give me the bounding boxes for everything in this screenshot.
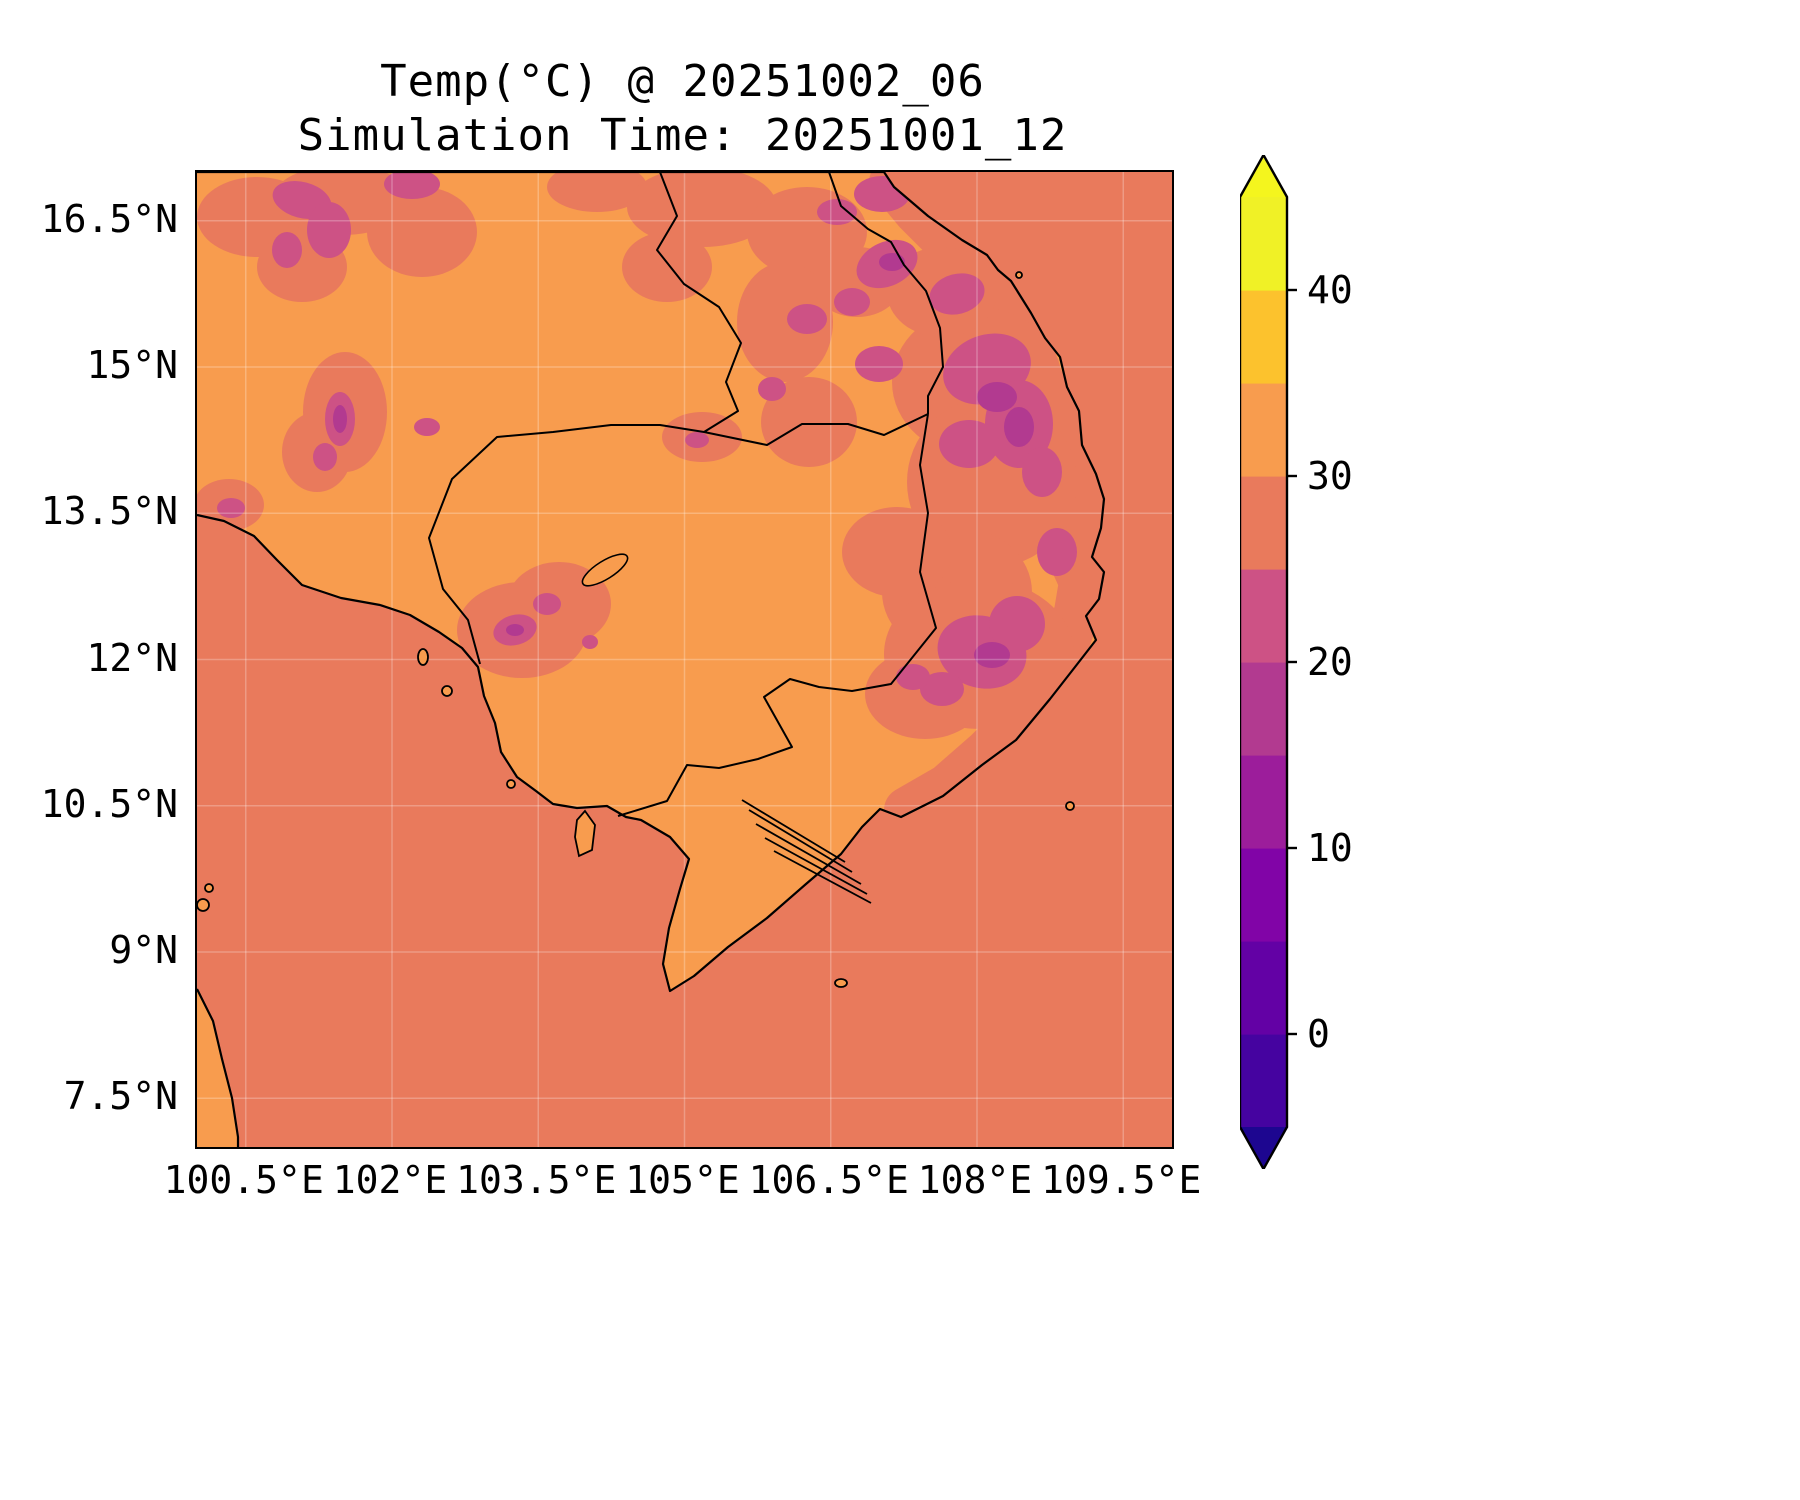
temp-patches-15-20: [333, 253, 1034, 668]
island: [1015, 271, 1023, 279]
plot-title: Temp(°C) @ 20251002_06: [380, 56, 985, 107]
border-thailand-laos-cambodia: [428, 172, 742, 665]
x-tick-label: 109.5°E: [1041, 1158, 1202, 1202]
colorbar-tick-label: 10: [1307, 826, 1353, 870]
colorbar-band: [1240, 383, 1287, 477]
y-tick-label: 9°N: [109, 928, 178, 972]
border-laos-vietnam: [828, 172, 944, 414]
colorbar-band: [1240, 848, 1287, 942]
y-tick-label: 15°N: [86, 343, 178, 387]
y-tick-label: 16.5°N: [40, 196, 178, 241]
island: [204, 883, 214, 893]
y-tick-label: 13.5°N: [40, 489, 178, 534]
border-laos-cambodia: [703, 413, 929, 446]
graticule-gridlines: [197, 172, 1172, 1147]
map-axes-frame: [195, 170, 1174, 1149]
x-tick-label: 100.5°E: [163, 1158, 324, 1202]
colorbar-under-arrow: [1240, 1127, 1287, 1169]
colorbar-band: [1240, 755, 1287, 849]
colorbar-band: [1240, 1034, 1287, 1128]
y-tick-label: 7.5°N: [63, 1074, 178, 1119]
plot-subtitle: Simulation Time: 20251001_12: [297, 110, 1068, 161]
colorbar: [1240, 155, 1297, 1169]
lake-tonle-sap: [581, 553, 629, 587]
border-cambodia-vietnam: [617, 413, 937, 817]
land-temperature-field: [197, 172, 1104, 1147]
x-tick-label: 105°E: [625, 1158, 740, 1202]
x-tick-label: 102°E: [332, 1158, 448, 1202]
colorbar-tick-label: 40: [1307, 268, 1353, 312]
islands: [197, 271, 1075, 988]
colorbar-outline: [1240, 155, 1289, 1169]
colorbar-band: [1240, 290, 1287, 384]
island: [441, 685, 453, 697]
country-borders: [428, 172, 944, 817]
island-con-dao: [834, 978, 848, 988]
coastline-peninsula-path: [197, 988, 240, 1147]
island: [506, 779, 516, 789]
coastline-path: [197, 172, 1106, 993]
colorbar-band: [1240, 197, 1287, 291]
colorbar-tick-label: 30: [1307, 454, 1353, 498]
x-tick-label: 103.5°E: [456, 1158, 617, 1202]
island-phu-quy: [1065, 801, 1075, 811]
colorbar-band: [1240, 476, 1287, 570]
island: [197, 898, 210, 912]
colorbar-tick-label: 0: [1307, 1012, 1330, 1056]
colorbar-tick-label: 20: [1307, 640, 1353, 684]
y-tick-label: 10.5°N: [40, 781, 178, 826]
island-phu-quoc: [574, 809, 596, 858]
mekong-delta-rivers: [741, 799, 872, 904]
temperature-map: [197, 172, 1172, 1147]
colorbar-band: [1240, 941, 1287, 1035]
x-tick-label: 106.5°E: [748, 1158, 909, 1202]
island: [417, 648, 429, 666]
y-tick-label: 12°N: [86, 635, 178, 680]
colorbar-over-arrow: [1240, 155, 1287, 197]
x-tick-label: 108°E: [917, 1158, 1033, 1202]
colorbar-band: [1240, 569, 1287, 663]
colorbar-band: [1240, 662, 1287, 756]
